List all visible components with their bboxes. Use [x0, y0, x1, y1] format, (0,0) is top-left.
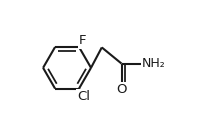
- Text: F: F: [79, 34, 86, 47]
- Text: O: O: [116, 83, 127, 96]
- Text: Cl: Cl: [77, 90, 90, 103]
- Text: NH₂: NH₂: [142, 57, 166, 70]
